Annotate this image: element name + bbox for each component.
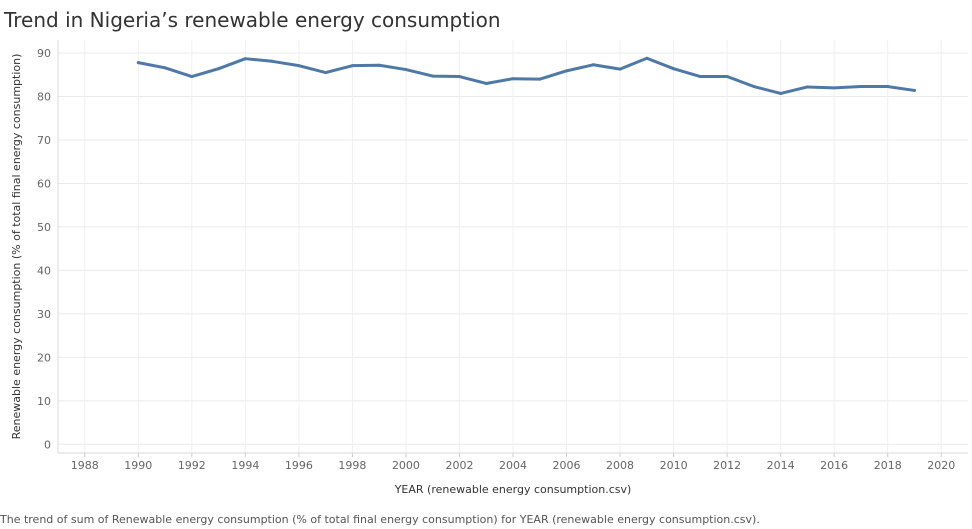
x-tick-label: 2004 xyxy=(499,459,527,472)
chart-caption: The trend of sum of Renewable energy con… xyxy=(0,513,760,526)
x-tick-label: 2006 xyxy=(553,459,581,472)
data-point xyxy=(217,67,221,71)
data-point xyxy=(725,75,729,79)
axis-layer xyxy=(57,40,968,457)
x-tick-label: 2008 xyxy=(606,459,634,472)
x-tick-label: 1988 xyxy=(71,459,99,472)
x-tick-label: 2012 xyxy=(713,459,741,472)
data-point xyxy=(618,67,622,71)
y-tick-label: 50 xyxy=(37,221,51,234)
data-point xyxy=(404,68,408,72)
data-point xyxy=(672,67,676,71)
data-point xyxy=(190,75,194,79)
x-tick-label: 1998 xyxy=(338,459,366,472)
data-point xyxy=(297,64,301,68)
x-tick-label: 2020 xyxy=(927,459,955,472)
data-point xyxy=(565,69,569,73)
data-point xyxy=(912,88,916,92)
grid-layer xyxy=(58,40,968,453)
data-point xyxy=(645,56,649,60)
data-point xyxy=(832,86,836,90)
data-point xyxy=(859,85,863,89)
data-point xyxy=(457,75,461,79)
series-line xyxy=(136,56,916,95)
x-tick-label: 1994 xyxy=(231,459,259,472)
y-axis-title: Renewable energy consumption (% of total… xyxy=(10,54,23,440)
data-point xyxy=(591,63,595,67)
x-tick-label: 2016 xyxy=(820,459,848,472)
data-point xyxy=(752,85,756,89)
data-point xyxy=(511,77,515,81)
x-axis-title: YEAR (renewable energy consumption.csv) xyxy=(394,483,632,496)
x-tick-label: 2014 xyxy=(767,459,795,472)
x-tick-label: 2000 xyxy=(392,459,420,472)
x-tick-label: 1990 xyxy=(124,459,152,472)
data-point xyxy=(886,85,890,89)
y-tick-label: 80 xyxy=(37,91,51,104)
x-tick-label: 2018 xyxy=(874,459,902,472)
x-tick-label: 1996 xyxy=(285,459,313,472)
data-point xyxy=(377,63,381,67)
data-point xyxy=(538,77,542,81)
x-tick-label: 2010 xyxy=(660,459,688,472)
y-tick-label: 90 xyxy=(37,47,51,60)
data-point xyxy=(698,75,702,79)
x-tick-label: 2002 xyxy=(445,459,473,472)
y-tick-label: 10 xyxy=(37,395,51,408)
data-point xyxy=(324,71,328,75)
data-point xyxy=(431,74,435,78)
data-point xyxy=(136,61,140,65)
data-point xyxy=(243,57,247,61)
data-point xyxy=(779,91,783,95)
chart-title: Trend in Nigeria’s renewable energy cons… xyxy=(4,8,501,32)
data-points xyxy=(136,56,916,95)
x-tick-label: 1992 xyxy=(178,459,206,472)
y-tick-label: 40 xyxy=(37,264,51,277)
data-point xyxy=(484,81,488,85)
x-tick-labels: 1988 1990 1992 1994 1996 1998 2000 2002 2004 2006… xyxy=(71,459,955,472)
y-tick-label: 30 xyxy=(37,308,51,321)
data-point xyxy=(350,64,354,68)
y-tick-labels: 0 10 20 30 40 50 60 70 80 90 xyxy=(37,47,51,451)
data-point xyxy=(270,59,274,63)
data-point xyxy=(805,85,809,89)
y-tick-label: 60 xyxy=(37,177,51,190)
y-tick-label: 70 xyxy=(37,134,51,147)
data-point xyxy=(163,66,167,70)
y-tick-label: 0 xyxy=(44,438,51,451)
y-tick-label: 20 xyxy=(37,351,51,364)
